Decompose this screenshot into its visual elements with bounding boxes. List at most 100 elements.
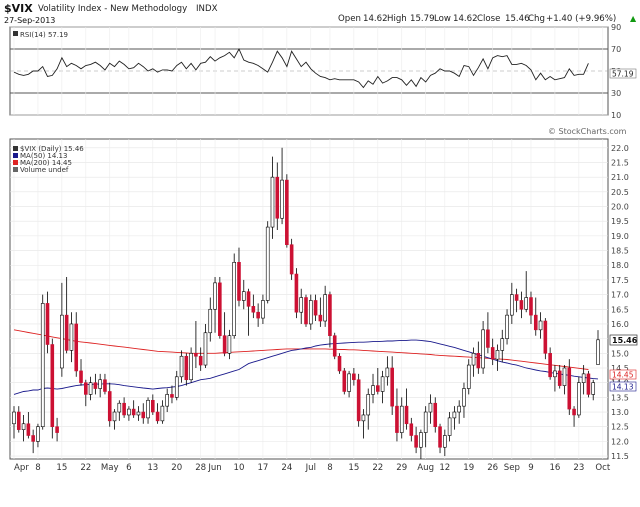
price-y-tick: 17.5 [611, 276, 629, 285]
ma50-line [13, 339, 599, 395]
candle [490, 338, 495, 366]
candle-body-down [313, 300, 318, 316]
chg-value: +1.40 (+9.96%) [546, 14, 616, 24]
x-tick-label: Apr [14, 463, 29, 473]
ma200-badge: 14.45 [609, 369, 637, 380]
rsi-grid [10, 26, 608, 116]
candle [60, 282, 64, 377]
candle [567, 359, 572, 415]
candle-body-down [246, 291, 251, 307]
candle-body-down [289, 244, 294, 275]
candle-body-down [93, 382, 98, 389]
candle [380, 370, 385, 404]
candle-body-up [581, 373, 586, 383]
candle-body-up [227, 335, 232, 354]
candle [151, 394, 155, 415]
candle [423, 406, 428, 448]
price-y-ticks: 22.0 21.5 21.0 20.5 20.0 19.5 19.0 18.5 18.0 17.5… [611, 144, 629, 461]
candle [376, 367, 380, 395]
candle [529, 291, 533, 324]
ma50-box [609, 381, 637, 392]
candle [404, 388, 409, 430]
candle [198, 347, 203, 371]
candle-body-down [567, 367, 572, 410]
price-legend: $VIX (Daily) 15.46 MA(50) 14.13 MA(200) … [13, 145, 84, 174]
x-tick-label: 20 [171, 463, 182, 473]
candle-body-down [198, 355, 203, 366]
candle-body-down [586, 373, 591, 395]
candle-body-up [481, 329, 485, 369]
candle-body-down [237, 262, 241, 301]
legend-volume-swatch [13, 167, 18, 172]
candle [514, 288, 519, 313]
price-y-tick: 19.5 [611, 217, 629, 226]
candle [21, 414, 26, 442]
candle [443, 429, 447, 457]
exchange-label: INDX [196, 4, 218, 14]
candle-body-up [495, 350, 500, 360]
candle [433, 397, 438, 433]
candle-body-down [352, 373, 356, 381]
chg-up-icon: ▲ [630, 14, 637, 23]
candle [275, 162, 280, 231]
candle [562, 365, 567, 395]
x-tick-label: 26 [487, 463, 498, 473]
candle-body-down [122, 402, 126, 416]
candle [208, 297, 213, 342]
candle [93, 373, 98, 395]
candle-body-up [452, 411, 457, 419]
candle-body-down [543, 320, 548, 354]
candle [55, 417, 59, 442]
candle-body-up [308, 300, 313, 325]
candle [246, 288, 251, 336]
candle [385, 356, 390, 386]
candle-body-down [222, 335, 227, 354]
x-tick-label: 15 [56, 463, 67, 473]
candle [299, 288, 304, 324]
candle-body-up [213, 282, 217, 310]
candle [122, 397, 126, 418]
candle-body-up [179, 355, 184, 378]
price-y-tick: 14.5 [611, 364, 629, 373]
candle [45, 291, 50, 354]
candle [241, 279, 246, 310]
legend-ma200-swatch [13, 160, 18, 165]
candle-body-up [361, 414, 366, 422]
candle [170, 385, 174, 404]
candle [107, 382, 112, 427]
candle [486, 312, 490, 354]
price-y-tick: 18.5 [611, 247, 629, 256]
candle [323, 285, 327, 327]
candle [500, 329, 505, 363]
close-value: 15.46 [505, 14, 530, 24]
candle [64, 276, 69, 354]
candle-body-up [12, 411, 16, 425]
rsi-current-badge: 57.19 [609, 68, 637, 79]
x-tick-label: 8 [35, 463, 40, 473]
candle [476, 341, 481, 374]
candle [524, 271, 528, 313]
candle-body-down [529, 297, 533, 316]
candle-body-up [500, 338, 505, 351]
candle-body-up [466, 364, 471, 389]
candle-body-down [395, 405, 399, 433]
candle [452, 406, 457, 430]
candle [103, 373, 107, 395]
candle [591, 379, 596, 401]
candle-body-down [404, 405, 409, 425]
candle-body-down [304, 297, 308, 325]
rsi-y-tick: 10 [611, 111, 621, 120]
legend-vix-swatch [13, 146, 18, 151]
candle-body-down [45, 303, 50, 345]
candle [586, 370, 591, 398]
candle [213, 276, 217, 333]
candle [318, 297, 323, 327]
candle [289, 238, 294, 280]
candle-body-down [131, 408, 136, 416]
candle [141, 403, 146, 424]
candle-body-up [127, 408, 131, 416]
candle [270, 156, 275, 239]
candle-body-down [376, 385, 380, 392]
candle-body-up [562, 367, 567, 386]
candle-body-up [366, 394, 371, 416]
